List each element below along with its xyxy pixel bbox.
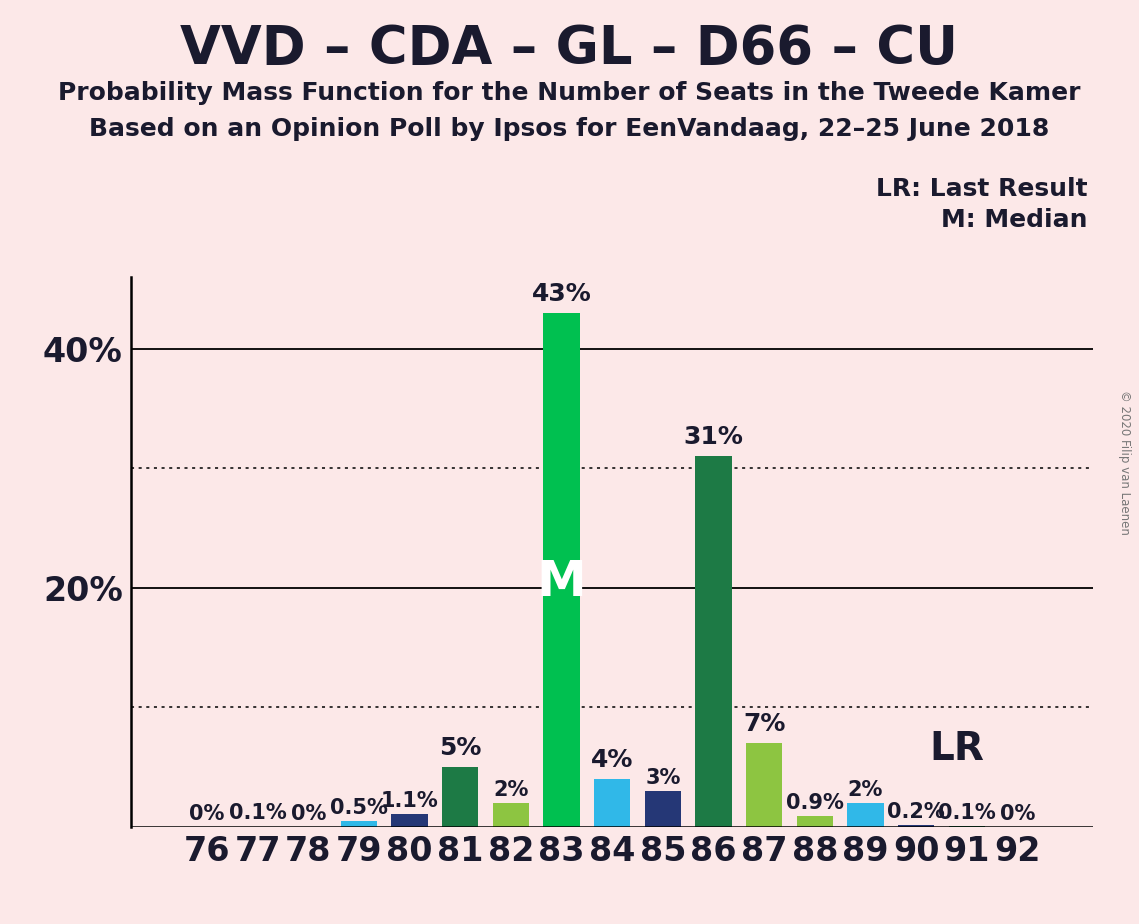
- Text: 0.9%: 0.9%: [786, 793, 844, 813]
- Bar: [796, 816, 833, 827]
- Bar: [746, 743, 782, 827]
- Text: LR: Last Result: LR: Last Result: [876, 177, 1088, 201]
- Bar: [392, 814, 428, 827]
- Bar: [949, 826, 985, 827]
- Text: VVD – CDA – GL – D66 – CU: VVD – CDA – GL – D66 – CU: [180, 23, 959, 75]
- Text: M: Median: M: Median: [941, 208, 1088, 232]
- Bar: [898, 824, 934, 827]
- Text: 4%: 4%: [591, 748, 633, 772]
- Text: Based on an Opinion Poll by Ipsos for EenVandaag, 22–25 June 2018: Based on an Opinion Poll by Ipsos for Ee…: [89, 117, 1050, 141]
- Bar: [543, 313, 580, 827]
- Text: 2%: 2%: [493, 780, 528, 800]
- Text: 2%: 2%: [847, 780, 883, 800]
- Text: 0%: 0%: [290, 804, 326, 824]
- Text: 3%: 3%: [645, 768, 681, 788]
- Text: 7%: 7%: [743, 712, 786, 736]
- Text: M: M: [536, 558, 587, 606]
- Text: 1.1%: 1.1%: [380, 791, 439, 811]
- Bar: [847, 803, 884, 827]
- Text: 43%: 43%: [532, 282, 591, 306]
- Bar: [593, 779, 631, 827]
- Text: 0.1%: 0.1%: [229, 803, 287, 822]
- Text: LR: LR: [929, 730, 984, 768]
- Bar: [341, 821, 377, 827]
- Bar: [442, 767, 478, 827]
- Bar: [493, 803, 530, 827]
- Text: 0%: 0%: [189, 804, 224, 824]
- Text: 5%: 5%: [439, 736, 482, 760]
- Text: 0%: 0%: [1000, 804, 1035, 824]
- Text: © 2020 Filip van Laenen: © 2020 Filip van Laenen: [1118, 390, 1131, 534]
- Text: 0.5%: 0.5%: [330, 798, 388, 818]
- Bar: [695, 456, 731, 827]
- Bar: [645, 791, 681, 827]
- Text: 31%: 31%: [683, 425, 744, 449]
- Bar: [239, 826, 276, 827]
- Text: Probability Mass Function for the Number of Seats in the Tweede Kamer: Probability Mass Function for the Number…: [58, 81, 1081, 105]
- Text: 0.2%: 0.2%: [887, 802, 945, 821]
- Text: 0.1%: 0.1%: [937, 803, 995, 822]
